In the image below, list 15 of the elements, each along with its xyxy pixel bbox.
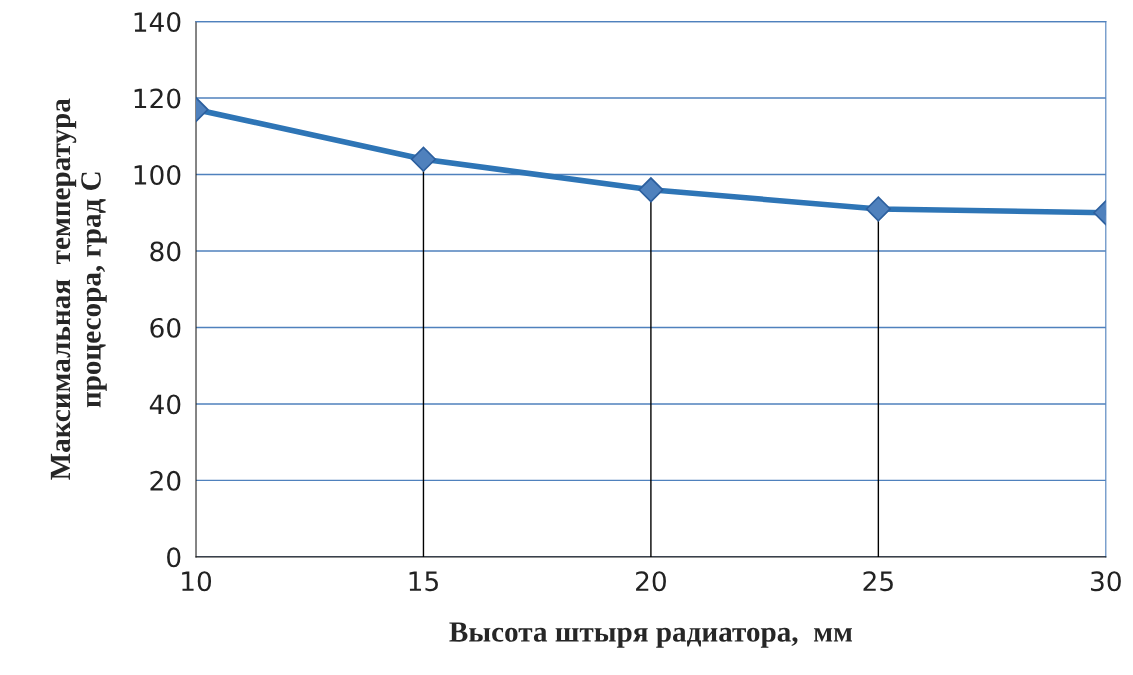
y-tick-label: 0 — [167, 547, 181, 568]
x-tick-label: 10 — [182, 571, 212, 592]
x-tick-label: 20 — [636, 571, 666, 592]
y-tick-label: 20 — [150, 470, 181, 491]
y-axis-title: Максимальная температура процесора, град С — [50, 98, 107, 480]
y-tick-label: 80 — [150, 241, 181, 262]
y-tick-label: 120 — [134, 88, 181, 109]
y-tick-label: 100 — [134, 164, 181, 185]
y-tick-label: 140 — [134, 12, 181, 32]
y-tick-label: 60 — [150, 317, 181, 338]
x-axis-title: Высота штыря радиатора, мм — [449, 622, 853, 648]
x-tick-label: 15 — [409, 571, 438, 592]
x-tick-label: 25 — [863, 571, 893, 592]
y-tick-label: 40 — [149, 394, 181, 415]
x-tick-label: 30 — [1091, 571, 1121, 592]
